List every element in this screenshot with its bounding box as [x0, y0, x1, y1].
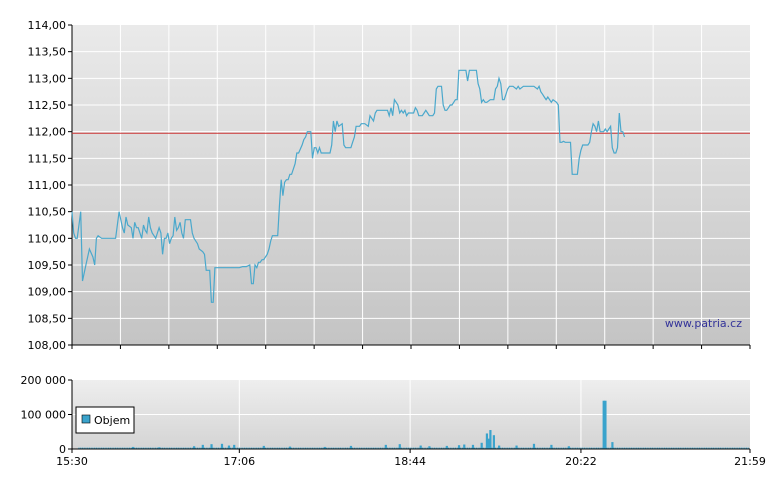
price-ytick-label: 112,00: [28, 126, 67, 139]
volume-bar: [498, 445, 501, 449]
volume-legend: Objem: [75, 406, 135, 434]
volume-bar: [611, 442, 614, 449]
price-ytick-label: 108,00: [28, 339, 67, 352]
volume-bar: [550, 444, 553, 449]
volume-ytick-label: 100 000: [21, 409, 67, 422]
price-panel: 108,00 108,50 109,00 109,50 110,00 110,50 111,…: [28, 19, 751, 352]
volume-bar: [233, 444, 236, 449]
volume-xtick-label: 15:30: [56, 455, 88, 468]
volume-xtick-label: 17:06: [223, 455, 255, 468]
volume-ytick-label: 200 000: [21, 374, 67, 387]
volume-bar: [349, 445, 353, 449]
volume-bar: [288, 446, 292, 449]
volume-bar: [567, 446, 570, 449]
price-ytick-label: 110,50: [28, 206, 67, 219]
volume-bar: [227, 445, 231, 449]
price-ytick-label: 110,00: [28, 232, 67, 245]
price-ytick-label: 113,00: [28, 72, 67, 85]
volume-xtick-label: 18:44: [394, 455, 426, 468]
volume-bar: [398, 444, 401, 449]
volume-bar: [445, 445, 448, 449]
volume-bar: [419, 445, 422, 449]
volume-bar: [132, 446, 135, 449]
volume-bar: [485, 433, 489, 449]
volume-bar: [463, 444, 466, 449]
price-series-line: [71, 69, 626, 303]
volume-bar: [487, 438, 490, 449]
volume-panel: 15:30 17:06 18:44 20:22 21:59 0 100 000 200 000…: [21, 374, 766, 468]
volume-ytick-label: 0: [59, 443, 66, 456]
price-ytick-label: 108,50: [28, 312, 67, 325]
volume-xtick-label: 20:22: [565, 455, 597, 468]
volume-bar: [489, 430, 492, 449]
volume-bar: [602, 400, 605, 449]
watermark: www.patria.cz: [665, 317, 742, 330]
volume-bar: [492, 435, 495, 449]
price-ytick-label: 114,00: [28, 19, 67, 32]
volume-bar: [210, 444, 213, 449]
volume-xtick-label: 21:59: [734, 455, 766, 468]
price-ytick-label: 111,50: [28, 152, 67, 165]
volume-bar: [532, 443, 536, 449]
volume-bar: [262, 445, 265, 449]
volume-bar: [158, 447, 161, 449]
volume-bar: [428, 446, 431, 449]
volume-bar: [471, 444, 475, 449]
price-ytick-label: 109,00: [28, 286, 67, 299]
volume-bar: [193, 446, 196, 449]
legend-swatch: [81, 414, 91, 424]
volume-bar: [480, 442, 483, 449]
price-ytick-label: 113,50: [28, 46, 67, 59]
volume-bar: [457, 445, 461, 449]
price-ytick-label: 109,50: [28, 259, 67, 272]
volume-bar: [201, 444, 204, 449]
volume-bar: [604, 400, 607, 449]
volume-bar: [515, 445, 518, 449]
price-ytick-label: 112,50: [28, 99, 67, 112]
volume-bar: [384, 444, 387, 449]
legend-label: Objem: [94, 414, 130, 427]
volume-bar: [220, 443, 224, 449]
price-ytick-label: 111,00: [28, 179, 67, 192]
volume-bar: [323, 446, 326, 449]
